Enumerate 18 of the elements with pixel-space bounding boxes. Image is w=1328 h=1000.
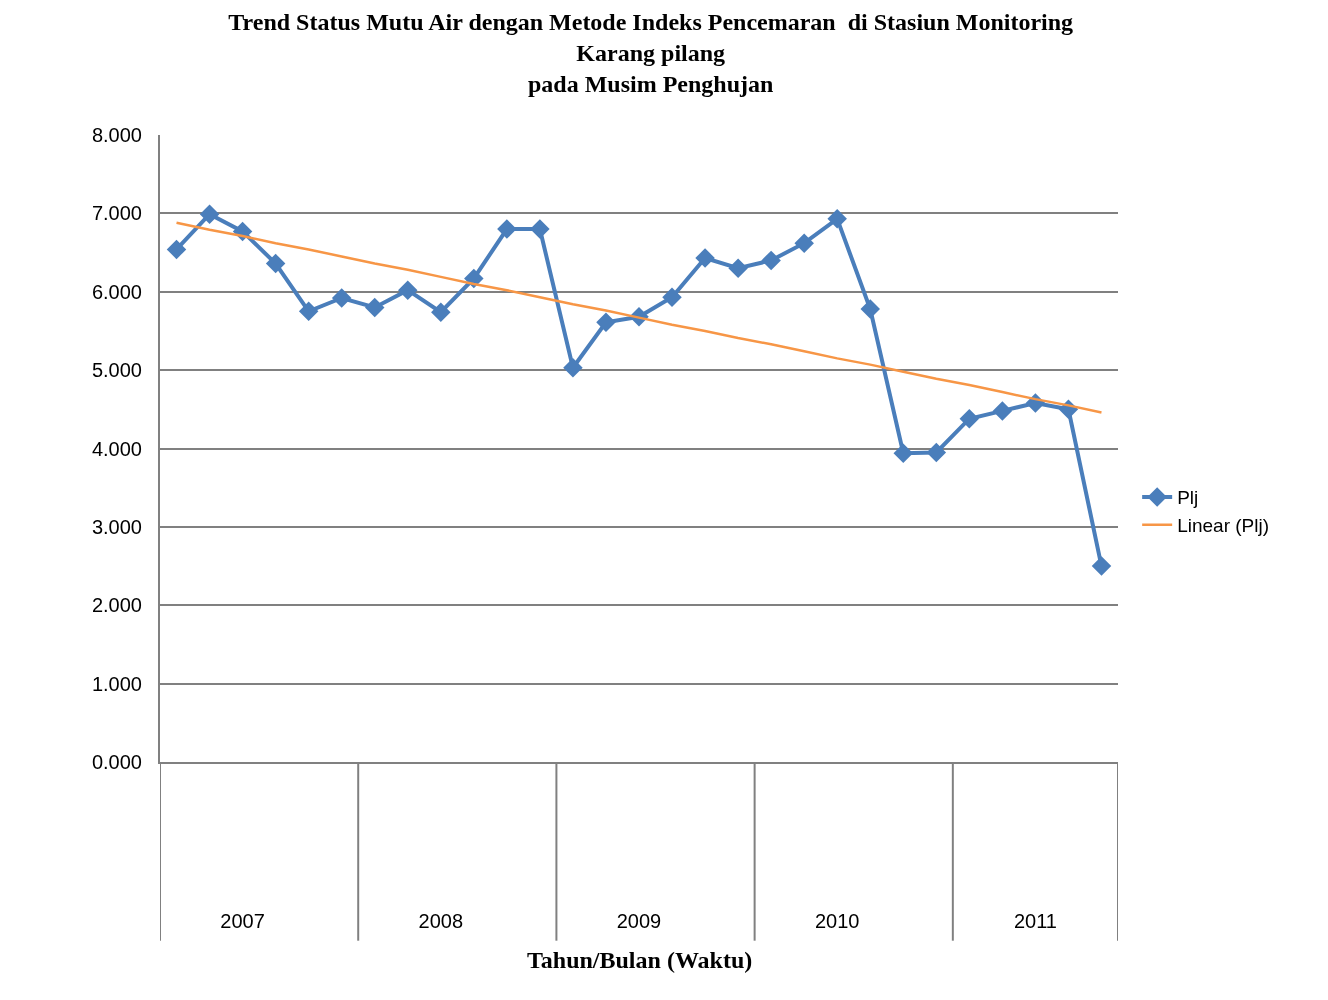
y-tick-label: 6.000 xyxy=(91,280,142,303)
x-tick-label: 2011 xyxy=(1013,910,1057,932)
chart-title: Trend Status Mutu Air dengan Metode Indeks Pencemaran di Stasiun Monitoring Karang pilang pada Musim Penghujan xyxy=(228,9,1074,98)
y-tick-label: 5.000 xyxy=(91,359,142,382)
x-tick-label: 2007 xyxy=(220,910,265,932)
x-axis-title: Tahun/Bulan (Waktu) xyxy=(527,947,753,973)
y-tick-label: 4.000 xyxy=(91,437,142,460)
x-tick-label: 2009 xyxy=(616,910,662,932)
y-tick-label: 1.000 xyxy=(91,672,142,695)
y-tick-label: 2.000 xyxy=(91,594,142,617)
x-tick-label: 2010 xyxy=(814,910,860,932)
y-tick-label: 8.000 xyxy=(91,124,142,146)
y-tick-label: 3.000 xyxy=(91,515,142,538)
x-tick-label: 2008 xyxy=(418,910,464,932)
legend-label: Plj xyxy=(1177,487,1199,509)
y-tick-label: 0.000 xyxy=(91,751,142,773)
y-tick-label: 7.000 xyxy=(91,202,142,225)
legend-label: Linear (Plj) xyxy=(1177,515,1270,537)
